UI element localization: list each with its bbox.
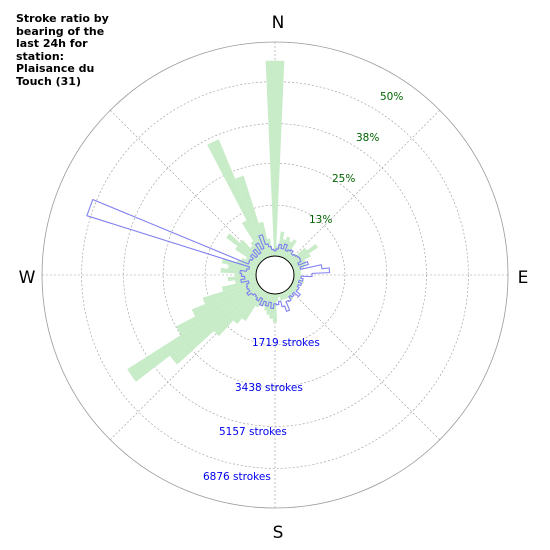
ratio-bar — [227, 275, 257, 282]
compass-north: N — [272, 13, 285, 33]
ratio-bar — [283, 239, 297, 259]
ratio-bar — [245, 257, 259, 267]
ring-labels: 13% 25% 38% 50% 1719 strokes 3438 stroke… — [203, 91, 403, 483]
ratio-bar — [291, 283, 299, 290]
ratio-bar — [293, 275, 302, 279]
ratio-bar — [285, 249, 294, 260]
ratio-bar — [289, 286, 296, 293]
ratio-bar — [255, 291, 267, 308]
count-ring-label: 5157 strokes — [219, 426, 287, 438]
title-line: Stroke ratio by — [16, 12, 109, 25]
ratio-bar — [207, 139, 268, 259]
ratio-bar — [293, 271, 302, 275]
ratio-bar — [285, 290, 294, 301]
ratio-bar — [272, 293, 278, 323]
ratio-ring-label: 25% — [332, 173, 355, 185]
compass-east: E — [518, 268, 529, 288]
ratio-bar — [241, 290, 265, 321]
ratio-bar — [279, 239, 287, 257]
ratio-bar — [293, 269, 301, 273]
ratio-ring-label: 13% — [309, 214, 332, 226]
ratio-bar — [213, 287, 263, 337]
grid-spoke — [288, 288, 440, 440]
ratio-bar — [292, 280, 300, 285]
ratio-bar — [280, 292, 285, 300]
ratio-bar — [280, 236, 291, 258]
ratio-bar — [258, 221, 271, 257]
ratio-bar — [221, 258, 257, 271]
title-line: Touch (31) — [16, 74, 81, 88]
ratio-bar — [279, 293, 283, 301]
ratio-ring-label: 50% — [380, 91, 403, 103]
ratio-bar — [289, 247, 307, 264]
ratio-bar — [176, 283, 259, 335]
ratio-bar — [263, 293, 271, 311]
ratio-bar — [267, 238, 273, 257]
ratio-bar — [277, 293, 280, 298]
ratio-bar — [235, 277, 257, 284]
ratio-bar — [283, 291, 290, 299]
title-line: last 24h for — [16, 37, 88, 50]
ratio-bar — [127, 285, 260, 382]
title-line: Plaisance du — [16, 62, 95, 75]
ratio-bar — [235, 246, 260, 265]
count-ring-label: 3438 strokes — [235, 382, 303, 394]
ratio-bar — [282, 291, 288, 300]
count-series-line — [86, 198, 331, 312]
ratio-bar — [286, 289, 293, 296]
ratio-bar — [234, 273, 257, 277]
ratio-bar — [236, 259, 258, 270]
count-line — [86, 198, 331, 312]
ratio-bar — [250, 240, 265, 260]
ratio-bar — [233, 289, 264, 324]
ratio-bar — [290, 243, 318, 265]
ratio-bar — [291, 253, 311, 267]
ratio-bar — [191, 282, 259, 317]
ratio-bar — [235, 175, 270, 258]
ratio-bar — [220, 267, 257, 275]
compass-west: W — [19, 268, 36, 288]
ratio-bar — [286, 254, 293, 261]
ratio-bar — [287, 287, 295, 295]
title-line: bearing of the — [16, 24, 105, 38]
grid-ring — [81, 81, 469, 469]
ratio-bar — [269, 293, 275, 319]
ratio-bar — [226, 233, 261, 264]
ratio-bar — [241, 258, 259, 268]
ratio-bar — [227, 264, 257, 273]
ratio-bar — [250, 245, 264, 261]
compass-south: S — [273, 523, 284, 543]
ratio-bar — [292, 262, 307, 270]
ratio-bar — [221, 279, 257, 292]
ratio-bar — [259, 291, 268, 306]
ratio-bar — [290, 285, 298, 291]
ratio-bar — [262, 292, 270, 307]
title-line: station: — [16, 49, 65, 63]
ratio-bar — [291, 259, 306, 268]
ratio-bar — [277, 231, 285, 257]
ratio-bars — [127, 60, 318, 382]
ratio-bar — [275, 293, 279, 302]
ratio-bar — [202, 280, 258, 305]
ratio-ring-label: 38% — [356, 132, 379, 144]
ratio-bar — [241, 220, 267, 259]
ratio-bar — [282, 241, 292, 259]
count-ring-label: 1719 strokes — [252, 337, 320, 349]
count-ring-label: 6876 strokes — [203, 471, 271, 483]
ratio-bar — [265, 60, 285, 257]
center-hub — [255, 255, 295, 295]
compass-labels: N E S W — [19, 13, 529, 543]
ratio-bar — [169, 286, 261, 365]
ratio-bar — [266, 293, 273, 315]
ratio-bar — [293, 273, 302, 277]
chart-title: Stroke ratio by bearing of the last 24h … — [16, 12, 126, 88]
